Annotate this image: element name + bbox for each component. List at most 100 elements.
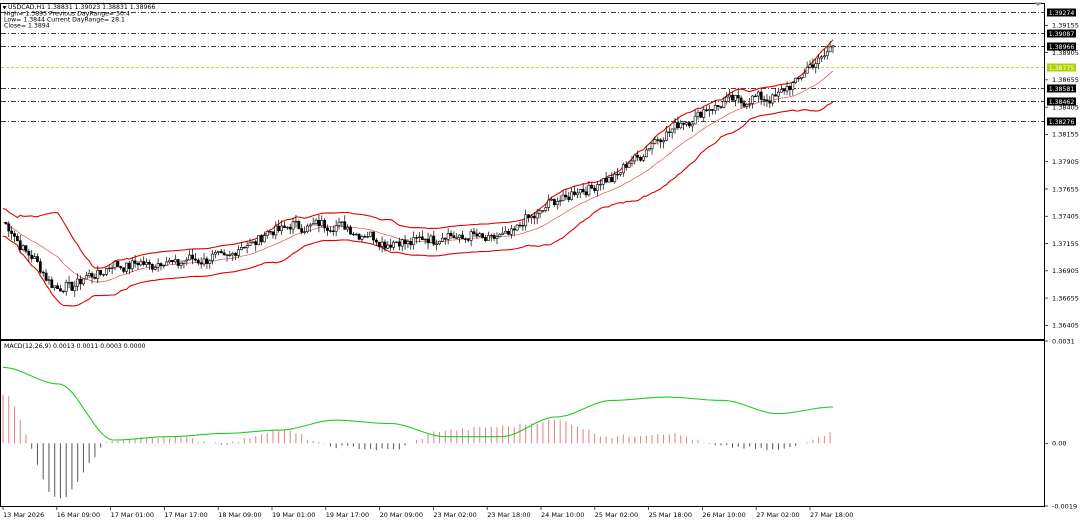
candle [205,256,209,269]
candle [248,238,252,246]
candle [751,95,754,109]
candle [650,141,654,155]
candle [598,179,602,191]
candle [682,122,686,131]
candle [294,214,298,228]
candle [374,237,378,246]
level-tag-label: 1.38775 [1049,65,1075,72]
candle [317,214,321,233]
candle [802,68,806,78]
candle [159,262,163,271]
candle [67,276,71,289]
candle [199,257,203,269]
candle [553,198,556,207]
price-axis[interactable]: 1.39155 1.38905 1.38655 1.38405 1.38155 1.379… [1044,22,1079,330]
candle [610,172,614,183]
candle [446,228,450,245]
candle [38,258,42,275]
macd-histogram [2,394,831,499]
candle [7,221,11,238]
candle [30,249,34,263]
time-tick-label: 27 Mar 02:00 [756,511,799,519]
price-tick-label: 1.38655 [1052,76,1079,84]
collapse-triangle-icon[interactable] [2,6,7,10]
price-tick-label: 1.38905 [1052,49,1079,57]
candle [794,77,798,85]
candle [527,214,530,223]
price-tick-label: 1.37155 [1052,240,1079,248]
candle [392,240,395,251]
candle [581,183,585,195]
candle [478,231,482,238]
candle [33,253,36,259]
candle [400,238,404,252]
price-panel[interactable] [0,3,1045,340]
candle [21,244,25,252]
candle [340,221,344,228]
header-low-line: Low= 1.3844 Current DayRange= 28.1 [4,17,125,24]
price-tick-label: 1.38155 [1052,131,1079,139]
candle [828,41,832,53]
time-tick-label: 27 Mar 18:00 [810,511,853,519]
candle [573,186,576,197]
candle [27,249,31,262]
candle [601,177,605,190]
candle [219,248,223,254]
candle [136,261,140,270]
candle [647,148,651,152]
candle [624,161,628,171]
candle [544,203,548,213]
candle [73,280,77,297]
time-axis[interactable]: 13 Mar 2026 16 Mar 09:00 17 Mar 01:00 17 Ma… [2,506,853,519]
candle [110,264,114,275]
candle [372,231,375,244]
level-tag: 1.38462 [1047,97,1076,106]
candle [535,208,539,225]
candle [104,268,108,277]
candle [257,235,261,246]
candle [716,104,720,111]
candle [507,228,510,236]
time-tick-label: 24 Mar 10:00 [541,511,584,519]
header-close-line: Close= 1.3894 [4,23,50,30]
candle [630,155,634,167]
candle [360,234,364,243]
level-tag: 1.38966 [1047,42,1076,51]
level-tag: 1.38581 [1047,84,1076,93]
candle [84,271,88,280]
candle [271,231,275,239]
candle [498,232,502,238]
candle [208,259,212,269]
candle [285,226,289,230]
candle [171,259,174,265]
candle [415,234,418,244]
candle [113,260,117,271]
candle [283,221,286,228]
macd-axis[interactable]: 0.0031 0.00 -0.0019 [1044,337,1077,510]
level-tag-label: 1.38966 [1049,44,1075,51]
candle [814,58,818,74]
shift-marker-icon[interactable] [1034,2,1042,7]
time-tick-label: 20 Mar 09:00 [380,511,423,519]
candle [10,226,14,240]
candle [82,278,85,286]
candle [768,95,772,109]
candle [667,127,671,138]
candle [59,284,62,292]
time-tick-label: 17 Mar 17:00 [164,511,207,519]
candle [463,237,467,243]
candle [805,61,809,74]
candle [50,276,54,289]
candle [334,220,338,237]
lower-band [2,101,834,307]
candle [489,233,493,242]
candle [423,238,427,244]
candle [142,256,146,267]
candle [811,58,815,70]
time-tick-label: 19 Mar 17:00 [326,511,369,519]
candle [636,150,640,161]
candle [90,271,94,284]
candle [130,257,134,273]
macd-panel[interactable] [0,340,1045,507]
